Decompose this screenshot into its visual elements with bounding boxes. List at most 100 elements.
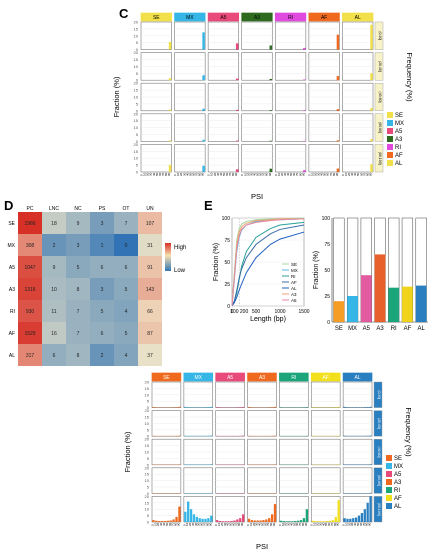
x-tick-label: 40 [286, 172, 290, 176]
bar [239, 518, 242, 522]
x-tick-label: 60 [327, 522, 331, 526]
heatmap-value: 3 [101, 287, 104, 293]
x-tick-label: 1500 [298, 309, 309, 315]
heatmap-value: 8 [77, 287, 80, 293]
y-tick-label: 20 [134, 50, 139, 55]
bar [402, 286, 413, 322]
x-tick-label: 70 [266, 522, 270, 526]
y-axis-title: Fraction (%) [213, 243, 220, 281]
bar [370, 73, 373, 81]
y-tick-label: 5 [147, 427, 150, 432]
bar [360, 275, 372, 322]
column-strip [247, 372, 277, 382]
legend-label: AL [395, 161, 403, 167]
heatmap-cell [138, 344, 162, 366]
heatmap-value: 7 [77, 309, 80, 315]
row-strip [373, 381, 383, 408]
y-tick-label: 15 [134, 26, 139, 31]
x-tick-label: 30 [216, 172, 220, 176]
y-tick-label: 15 [134, 118, 139, 123]
x-tick-label: 10 [277, 172, 281, 176]
x-tick-label: 30 [182, 172, 186, 176]
x-tick-label: 30 [249, 172, 253, 176]
bar [216, 520, 219, 522]
heatmap-cell [18, 278, 42, 300]
heatmap-cell [114, 344, 138, 366]
heatmap-cell [66, 322, 90, 344]
row-strip-label: (20,40] [377, 418, 381, 429]
x-tick-label: 0 [310, 524, 314, 526]
legend-label: AL [394, 504, 402, 510]
bar [357, 515, 361, 522]
legend-swatch [387, 128, 393, 134]
x-tick-label: 50 [197, 522, 201, 526]
x-tick-label: 0 [278, 524, 282, 526]
bar [347, 296, 358, 322]
bar [184, 435, 187, 437]
heatmap-value: 0 [125, 243, 128, 249]
bar [349, 518, 352, 522]
x-tick-label: 10 [176, 172, 180, 176]
heatmap-value: 31 [147, 243, 153, 249]
y-tick-label: 20 [134, 20, 139, 25]
row-strip [374, 52, 384, 81]
bar [273, 406, 277, 408]
x-tick-label: 50 [292, 522, 296, 526]
y-tick-label: 10 [145, 507, 150, 512]
x-tick-label: 40 [162, 522, 166, 526]
bar [285, 521, 288, 522]
heatmap-cell [18, 234, 42, 256]
heatmap-legend-bar [165, 243, 171, 271]
heatmap-value: 2 [101, 353, 104, 359]
bar [163, 520, 167, 522]
x-tick-label: 0 [307, 174, 311, 176]
heatmap-cell [138, 212, 162, 234]
bar [305, 509, 308, 522]
column-strip-label: A5 [220, 15, 226, 21]
bar [169, 520, 172, 522]
y-tick-label: 5 [136, 40, 139, 45]
bar [303, 170, 306, 172]
panel-label-d: D [4, 198, 13, 213]
bar [178, 406, 181, 408]
y-tick-label: 0 [327, 320, 330, 326]
bar [291, 521, 294, 522]
heatmap-cell [18, 212, 42, 234]
bar [265, 519, 268, 522]
legend-swatch [386, 463, 392, 469]
y-tick-label: 20 [134, 142, 139, 147]
x-tick-label: 10 [310, 172, 314, 176]
x-tick-label: 20 [284, 522, 288, 526]
x-tick-label: 10 [153, 522, 157, 526]
y-tick-label: 5 [136, 71, 139, 76]
column-strip-label: A3 [254, 15, 260, 21]
x-tick-label: 40 [353, 172, 357, 176]
bar [210, 406, 213, 408]
column-strip [274, 12, 307, 22]
x-tick-label: 20 [314, 172, 318, 176]
y-tick-label: 0 [136, 108, 139, 113]
x-tick-label: 90 [335, 172, 339, 176]
x-tick-label: 60 [231, 522, 235, 526]
x-tick-label: AL [417, 326, 425, 332]
x-tick-label: MX [348, 326, 357, 332]
y-tick-label: 5 [147, 456, 150, 461]
legend-label: A5 [291, 298, 297, 303]
x-tick-label: 80 [231, 172, 235, 176]
bar [204, 407, 207, 408]
y-tick-label: 10 [134, 125, 139, 130]
heatmap-cell [66, 212, 90, 234]
y-tick-label: 75 [324, 242, 330, 248]
x-tick-label: 90 [301, 172, 305, 176]
x-tick-label: 50 [165, 522, 169, 526]
bar [218, 520, 222, 522]
bar [168, 109, 172, 111]
bar [363, 509, 366, 522]
row-strip [373, 467, 383, 494]
bar [195, 516, 198, 522]
legend-label: MX [394, 464, 403, 470]
legend-label: A3 [395, 137, 403, 143]
bar [235, 43, 239, 50]
bar [202, 108, 205, 111]
